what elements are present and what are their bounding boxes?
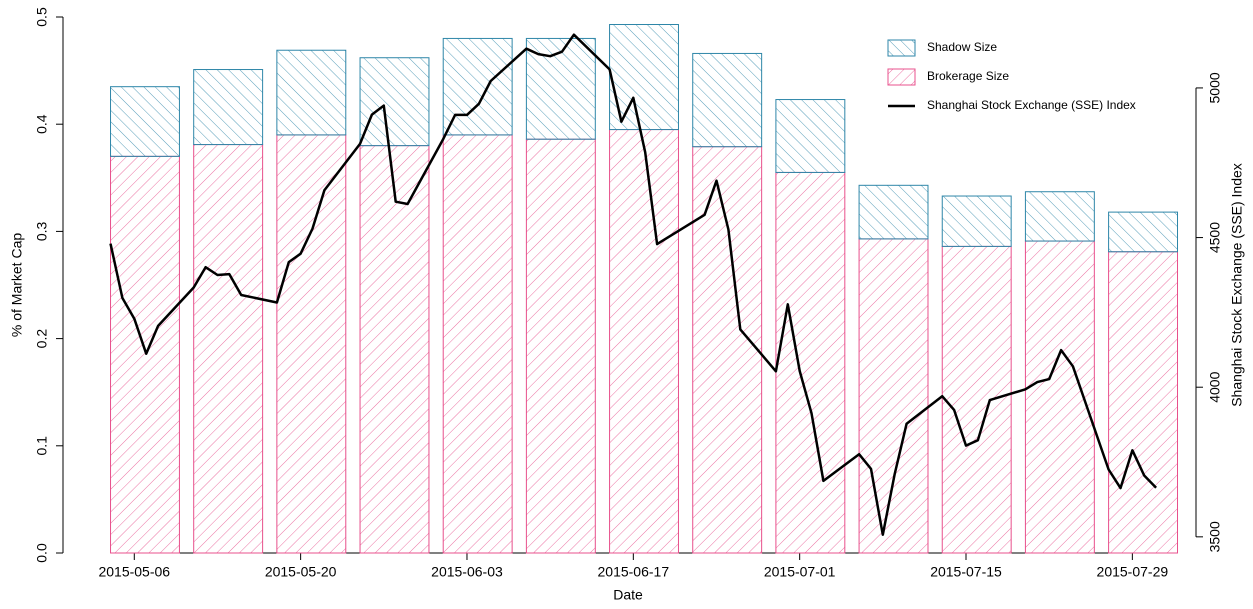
x-tick-label: 2015-05-06	[98, 564, 170, 580]
legend-label: Brokerage Size	[927, 69, 1009, 83]
legend-label: Shanghai Stock Exchange (SSE) Index	[927, 98, 1136, 112]
x-tick-label: 2015-06-03	[431, 564, 503, 580]
bar	[110, 86, 180, 157]
bar	[858, 238, 929, 554]
y2-tick-label: 5000	[1207, 72, 1223, 103]
y-tick-label: 0.0	[34, 543, 50, 563]
y-tick-label: 0.4	[34, 114, 50, 134]
bar	[775, 171, 846, 554]
bar	[1108, 251, 1179, 554]
bar	[110, 155, 180, 554]
y2-tick-label: 4000	[1207, 371, 1223, 402]
x-tick-label: 2015-07-15	[930, 564, 1002, 580]
bar	[692, 52, 763, 148]
legend-label: Shadow Size	[927, 40, 997, 54]
bar	[775, 99, 846, 173]
bar	[193, 69, 264, 146]
y2-axis-title: Shanghai Stock Exchange (SSE) Index	[1229, 163, 1245, 407]
bar	[941, 245, 1012, 554]
bar	[276, 49, 347, 136]
x-tick-label: 2015-07-29	[1097, 564, 1169, 580]
y-tick-label: 0.1	[34, 436, 50, 456]
bar	[525, 138, 596, 554]
x-tick-label: 2015-05-20	[265, 564, 337, 580]
bar	[858, 184, 929, 240]
bar	[692, 146, 763, 554]
y-tick-label: 0.3	[34, 221, 50, 241]
bar	[276, 134, 347, 554]
y-axis-title: % of Market Cap	[9, 233, 25, 337]
legend-swatch	[887, 68, 916, 86]
y-tick-label: 0.2	[34, 329, 50, 349]
bar	[941, 195, 1012, 247]
y2-tick-label: 3500	[1207, 521, 1223, 552]
bar	[359, 145, 430, 554]
legend-swatch	[887, 39, 916, 57]
y2-tick-label: 4500	[1207, 222, 1223, 253]
bar	[442, 134, 513, 554]
bar	[442, 37, 513, 136]
x-tick-label: 2015-07-01	[764, 564, 836, 580]
bar	[1024, 191, 1095, 242]
bar	[359, 57, 430, 147]
y-tick-label: 0.5	[34, 7, 50, 27]
bar	[609, 129, 679, 554]
bar	[1108, 211, 1179, 253]
bar	[193, 144, 264, 554]
line	[109, 33, 1157, 536]
x-axis-title: Date	[613, 587, 643, 603]
bar	[609, 24, 679, 131]
x-tick-label: 2015-06-17	[598, 564, 670, 580]
